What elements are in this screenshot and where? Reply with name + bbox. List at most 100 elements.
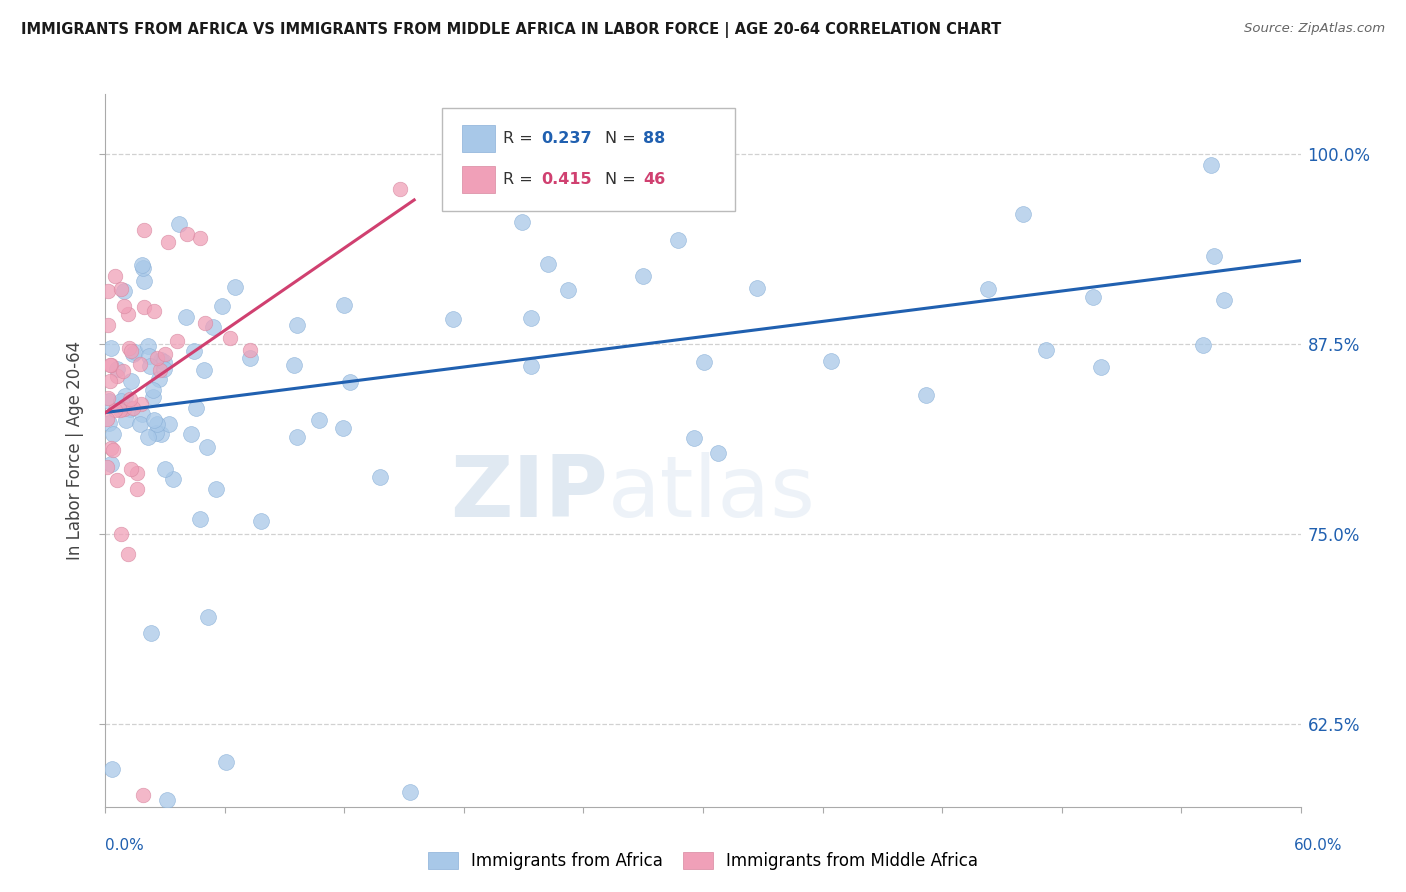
Point bbox=[132, 274, 155, 288]
Point bbox=[520, 359, 543, 373]
Point bbox=[98, 359, 121, 373]
Point bbox=[112, 402, 135, 417]
Point bbox=[1012, 207, 1035, 221]
Point bbox=[129, 397, 152, 411]
Text: N =: N = bbox=[605, 172, 641, 186]
Point bbox=[97, 318, 120, 332]
Text: 0.415: 0.415 bbox=[541, 172, 592, 186]
Point bbox=[183, 344, 205, 359]
Point bbox=[131, 259, 153, 273]
Point bbox=[131, 407, 153, 421]
Point bbox=[96, 459, 118, 474]
Point bbox=[141, 625, 163, 640]
Point bbox=[332, 421, 354, 435]
Point bbox=[180, 427, 202, 442]
Point bbox=[197, 610, 219, 624]
Point bbox=[121, 347, 143, 361]
Point bbox=[153, 354, 176, 368]
Point bbox=[681, 183, 703, 197]
Point bbox=[707, 446, 730, 460]
Point bbox=[1212, 293, 1234, 307]
Point bbox=[176, 227, 198, 241]
Point bbox=[100, 359, 122, 373]
Point bbox=[1083, 290, 1105, 304]
Y-axis label: In Labor Force | Age 20-64: In Labor Force | Age 20-64 bbox=[66, 341, 84, 560]
Point bbox=[138, 350, 160, 364]
Point bbox=[631, 269, 654, 284]
Point bbox=[157, 417, 180, 431]
Point bbox=[110, 393, 132, 408]
Point bbox=[108, 403, 131, 417]
Point bbox=[202, 320, 225, 334]
Point bbox=[977, 282, 1000, 296]
Point bbox=[166, 334, 188, 348]
Point bbox=[114, 389, 136, 403]
Point bbox=[174, 310, 197, 325]
Point bbox=[105, 473, 128, 487]
Point bbox=[146, 417, 169, 432]
Point bbox=[143, 304, 166, 318]
Point bbox=[97, 391, 120, 405]
Point bbox=[117, 547, 139, 561]
Point bbox=[153, 461, 176, 475]
Point bbox=[132, 223, 155, 237]
Point bbox=[239, 351, 262, 365]
Text: 88: 88 bbox=[644, 131, 665, 146]
Point bbox=[167, 217, 190, 231]
Point bbox=[120, 461, 142, 475]
Point bbox=[557, 283, 579, 297]
Point bbox=[195, 440, 218, 454]
Point bbox=[100, 457, 122, 471]
Point bbox=[101, 427, 124, 442]
Point bbox=[145, 351, 167, 365]
Point bbox=[211, 299, 233, 313]
Point bbox=[1191, 338, 1213, 352]
Point bbox=[110, 282, 132, 296]
Point bbox=[205, 482, 228, 496]
Point bbox=[520, 311, 543, 326]
Point bbox=[132, 788, 155, 802]
Point bbox=[339, 375, 361, 389]
Point bbox=[745, 281, 768, 295]
Point bbox=[149, 362, 172, 376]
Text: 0.237: 0.237 bbox=[541, 131, 592, 146]
Point bbox=[190, 512, 212, 526]
Point bbox=[368, 470, 391, 484]
Point bbox=[112, 284, 135, 298]
Point bbox=[915, 387, 938, 401]
Point bbox=[218, 331, 240, 345]
Point bbox=[283, 358, 305, 372]
FancyBboxPatch shape bbox=[443, 108, 735, 211]
Point bbox=[105, 361, 128, 376]
Point bbox=[224, 280, 246, 294]
Point bbox=[149, 426, 172, 441]
Point bbox=[136, 430, 159, 444]
Point bbox=[105, 369, 128, 384]
Text: 60.0%: 60.0% bbox=[1295, 838, 1343, 853]
Text: R =: R = bbox=[503, 131, 538, 146]
Point bbox=[389, 182, 412, 196]
Point bbox=[118, 341, 141, 355]
Point bbox=[120, 392, 142, 407]
Point bbox=[96, 411, 118, 425]
Point bbox=[1090, 359, 1112, 374]
Point bbox=[215, 755, 238, 769]
Point bbox=[157, 235, 180, 249]
Point bbox=[115, 413, 138, 427]
Point bbox=[121, 401, 143, 415]
Point bbox=[250, 514, 273, 528]
Point bbox=[112, 364, 135, 378]
Point bbox=[101, 442, 124, 457]
Point bbox=[184, 401, 207, 416]
Point bbox=[333, 298, 356, 312]
Point bbox=[239, 343, 262, 358]
Text: R =: R = bbox=[503, 172, 538, 186]
Text: 0.0%: 0.0% bbox=[105, 838, 145, 853]
Text: 46: 46 bbox=[644, 172, 665, 186]
Point bbox=[193, 363, 215, 377]
Point bbox=[156, 792, 179, 806]
Point bbox=[285, 430, 308, 444]
Point bbox=[682, 430, 704, 444]
Point bbox=[120, 401, 142, 416]
Point bbox=[98, 416, 121, 430]
